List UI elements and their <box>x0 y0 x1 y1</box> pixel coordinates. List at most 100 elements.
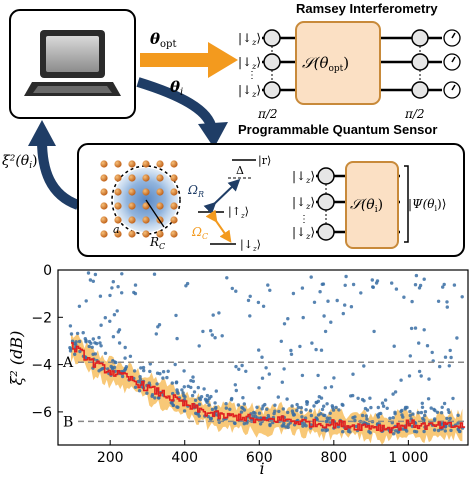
scatter-point <box>414 273 419 278</box>
scatter-point <box>393 390 398 394</box>
scatter-point <box>241 396 245 400</box>
scatter-point <box>323 386 327 390</box>
scatter-point <box>335 298 339 303</box>
scatter-point <box>133 283 138 287</box>
scatter-point <box>423 410 428 414</box>
scatter-point <box>103 351 108 355</box>
scatter-point <box>86 271 91 275</box>
scatter-point <box>343 303 347 307</box>
scatter-point <box>286 317 290 321</box>
scatter-point <box>295 402 299 407</box>
scatter-point <box>157 396 161 400</box>
scatter-point <box>380 401 385 405</box>
scatter-point <box>133 385 138 389</box>
scatter-point <box>237 367 241 371</box>
scatter-point <box>253 411 257 415</box>
delta-label: Δ <box>236 164 244 177</box>
uncertainty-band <box>71 332 463 445</box>
reference-lines: AB <box>62 355 468 430</box>
scatter-point <box>353 415 357 419</box>
scatter-point <box>248 294 252 298</box>
s-i-box <box>345 161 399 249</box>
scatter-point <box>257 386 261 390</box>
scatter-point <box>208 416 213 421</box>
scatter-point <box>248 314 252 318</box>
scatter-point <box>445 300 449 304</box>
scatter-point <box>329 320 333 324</box>
scatter-point <box>291 411 295 415</box>
scatter-point <box>246 298 251 303</box>
scatter-point <box>405 405 409 410</box>
atom <box>170 230 178 238</box>
scatter-point <box>432 428 437 432</box>
atom <box>100 188 108 196</box>
scatter-point <box>343 283 347 287</box>
theta-opt-label: θopt <box>150 30 176 50</box>
scatter-point <box>422 277 426 281</box>
scatter-point <box>362 399 366 403</box>
scatter-point <box>214 405 218 410</box>
scatter-point <box>452 283 457 287</box>
scatter-point <box>282 322 287 326</box>
scatter-point <box>148 369 152 374</box>
scatter-point <box>211 313 215 317</box>
atom <box>100 216 108 224</box>
scatter-point <box>443 355 448 359</box>
s-opt-box <box>295 21 381 105</box>
scatter-point <box>330 404 334 408</box>
xi-label: ξ²(θi) <box>2 153 38 171</box>
scatter-point <box>174 380 179 384</box>
scatter-point <box>285 397 289 401</box>
scatter-point <box>280 424 284 428</box>
scatter-point <box>78 349 82 354</box>
lattice-a-label: a <box>113 223 120 236</box>
theta-opt-arrow <box>140 42 238 78</box>
atom <box>156 202 164 210</box>
sensor-ket-1: |↓z⟩ <box>292 169 315 185</box>
scatter-point <box>193 398 198 402</box>
scatter-point <box>191 379 195 383</box>
scatter-point <box>141 365 146 370</box>
scatter-point <box>322 314 326 318</box>
scatter-point <box>442 401 447 406</box>
scatter-point <box>286 423 290 427</box>
scatter-point <box>409 326 414 331</box>
scatter-point <box>74 340 78 344</box>
scatter-point <box>419 374 423 378</box>
scatter-point <box>148 362 152 366</box>
scatter-point <box>69 347 73 351</box>
scatter-point <box>133 291 138 296</box>
scatter-point <box>309 413 314 418</box>
scatter-point <box>281 407 285 411</box>
scatter-point <box>417 341 421 345</box>
scatter-point <box>189 385 193 390</box>
scatter-point <box>256 300 261 305</box>
x-tick-label: 400 <box>171 450 198 466</box>
scatter-point <box>319 348 324 352</box>
scatter-point <box>180 388 184 392</box>
scatter-point <box>314 347 318 352</box>
scatter-point <box>407 374 412 378</box>
scatter-point <box>310 341 314 345</box>
scatter-point <box>405 429 409 433</box>
y-axis: 0 −2 −4 −6 <box>31 263 63 421</box>
scatter-point <box>183 395 187 399</box>
ramsey-ket-3: |↓z⟩ <box>238 83 261 99</box>
scatter-point <box>147 381 151 385</box>
theta-i-arrow <box>136 77 228 148</box>
scatter-point <box>156 325 160 329</box>
scatter-point <box>391 392 395 396</box>
scatter-point <box>410 299 414 304</box>
scatter-point <box>299 410 303 414</box>
scatter-point <box>337 408 341 412</box>
scatter-point <box>360 413 365 418</box>
atom <box>128 202 136 210</box>
scatter-point <box>123 345 127 350</box>
scatter-point <box>220 334 224 338</box>
scatter-point <box>255 405 259 409</box>
scatter-point <box>88 278 93 282</box>
scatter-point <box>300 415 304 419</box>
scatter-point <box>408 413 412 418</box>
scatter-point <box>419 410 424 415</box>
